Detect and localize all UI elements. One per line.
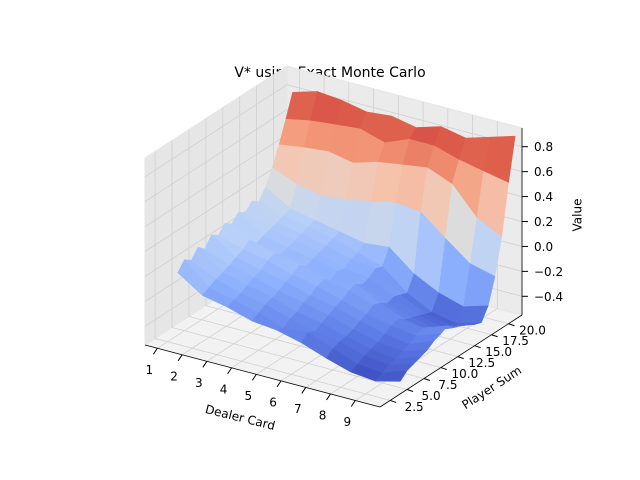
z-tick-label: −0.2 (534, 265, 563, 279)
x-tick (276, 380, 282, 388)
y-tick-label: 15.0 (485, 345, 512, 359)
x-tick-label: 7 (294, 402, 302, 416)
x-axis-line (144, 344, 381, 408)
z-axis-label: Value (571, 199, 585, 232)
y-tick-label: 17.5 (502, 334, 529, 348)
y-tick (440, 367, 448, 371)
x-tick (350, 400, 356, 407)
z-tick-label: 0.0 (534, 240, 553, 254)
y-tick (389, 399, 397, 403)
y-tick-label: 7.5 (438, 378, 457, 392)
x-tick (152, 347, 158, 355)
x-axis-label: Dealer Card (204, 402, 277, 433)
x-tick-label: 9 (343, 415, 351, 429)
surface-patch (374, 370, 408, 382)
z-tick-label: 0.8 (534, 140, 553, 154)
y-tick (474, 345, 481, 349)
x-tick-label: 2 (170, 369, 178, 383)
z-tick-label: 0.4 (534, 190, 553, 204)
y-tick (457, 356, 464, 360)
x-tick (301, 387, 307, 394)
x-tick-label: 8 (319, 408, 327, 422)
x-tick-label: 5 (244, 389, 252, 403)
y-tick-label: 2.5 (405, 400, 424, 414)
x-tick (202, 361, 208, 368)
y-grid-line (154, 151, 391, 401)
y-tick-label: 10.0 (451, 367, 478, 381)
y-axis-line (379, 314, 523, 408)
z-tick-label: −0.4 (534, 290, 563, 304)
x-tick (251, 374, 257, 381)
y-tick (508, 323, 515, 327)
x-tick (227, 367, 232, 375)
y-tick (491, 334, 498, 338)
x-tick-label: 4 (220, 382, 228, 396)
y-tick-label: 20.0 (519, 323, 546, 337)
x-tick (326, 393, 331, 401)
z-grid-line (144, 84, 523, 178)
y-tick-label: 5.0 (422, 389, 441, 403)
y-tick (406, 389, 414, 392)
y-tick-label: 12.5 (468, 356, 495, 370)
x-tick-label: 6 (269, 395, 277, 409)
x-tick-label: 1 (146, 363, 154, 377)
y-tick (423, 378, 431, 381)
y-grid-line (171, 140, 408, 390)
z-tick-label: 0.6 (534, 165, 553, 179)
x-tick (177, 354, 183, 362)
z-tick-label: 0.2 (534, 215, 553, 229)
x-tick-label: 3 (195, 376, 203, 390)
